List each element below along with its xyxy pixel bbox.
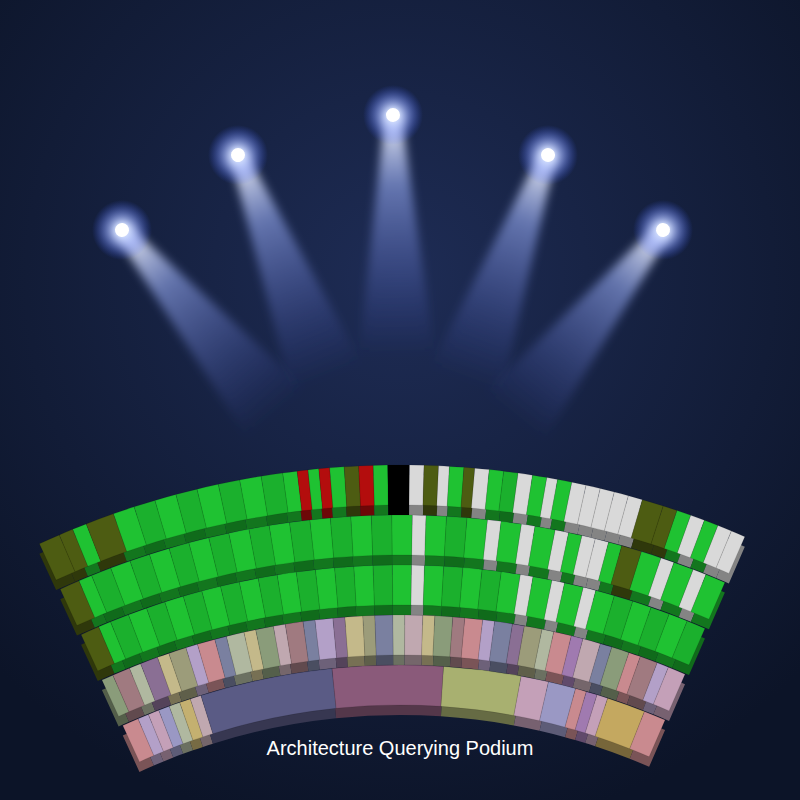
segment bbox=[409, 465, 424, 505]
segment bbox=[444, 516, 467, 557]
segment bbox=[672, 621, 705, 665]
segment bbox=[315, 568, 338, 610]
segment bbox=[716, 531, 745, 573]
segment bbox=[345, 616, 365, 657]
segment bbox=[393, 615, 405, 655]
segment bbox=[344, 466, 360, 507]
chart-container: Architecture Querying Podium bbox=[0, 0, 800, 800]
chart-svg: Architecture Querying Podium bbox=[0, 0, 800, 800]
segment bbox=[332, 665, 444, 708]
segment bbox=[330, 516, 353, 557]
segment bbox=[373, 465, 388, 505]
spotlight-core bbox=[539, 146, 557, 164]
ring bbox=[123, 665, 665, 772]
spotlight-glow bbox=[621, 188, 705, 272]
segment bbox=[310, 518, 334, 560]
spotlight-glow bbox=[199, 116, 277, 194]
segment bbox=[691, 575, 725, 620]
segment bbox=[354, 565, 375, 606]
segment bbox=[405, 615, 423, 655]
spotlight-glow bbox=[80, 188, 165, 273]
segment bbox=[653, 667, 685, 711]
segment bbox=[363, 615, 376, 655]
plot-area bbox=[39, 465, 744, 772]
spotlight-glow bbox=[510, 117, 587, 194]
segment bbox=[411, 565, 424, 605]
spotlight-glow bbox=[363, 85, 424, 146]
segment bbox=[630, 712, 665, 757]
spotlight bbox=[355, 84, 435, 355]
segment bbox=[201, 668, 336, 733]
segment bbox=[373, 565, 393, 605]
spotlights bbox=[74, 84, 712, 441]
spotlight-core bbox=[112, 220, 132, 240]
segment bbox=[335, 566, 357, 607]
segment bbox=[392, 565, 411, 605]
segment bbox=[412, 515, 426, 555]
spotlight bbox=[484, 183, 712, 442]
spotlight-core bbox=[229, 146, 247, 164]
segment bbox=[423, 465, 439, 505]
segment bbox=[433, 616, 453, 657]
segment bbox=[351, 516, 373, 557]
spotlight-core bbox=[386, 108, 400, 122]
segment bbox=[375, 615, 393, 655]
segment bbox=[330, 467, 347, 508]
segment bbox=[359, 465, 375, 506]
background bbox=[0, 0, 800, 800]
title: Architecture Querying Podium bbox=[267, 737, 534, 759]
segment bbox=[371, 515, 392, 555]
segment bbox=[392, 515, 413, 555]
segment bbox=[422, 615, 435, 655]
segment bbox=[388, 465, 410, 505]
segment bbox=[441, 666, 521, 715]
segment bbox=[441, 566, 463, 607]
spotlight bbox=[192, 113, 363, 392]
spotlight-core bbox=[653, 220, 673, 240]
spotlight-beam bbox=[355, 114, 435, 355]
segment bbox=[425, 515, 447, 556]
segment bbox=[423, 565, 444, 606]
